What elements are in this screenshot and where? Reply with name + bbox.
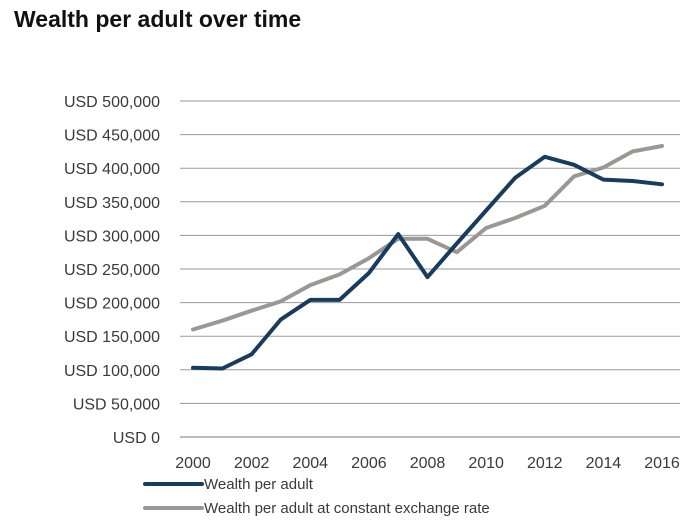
y-tick-label: USD 500,000: [64, 94, 160, 111]
series-line: [191, 154, 664, 371]
series-lines: [191, 144, 664, 371]
series-line: [191, 144, 664, 332]
x-axis-tick-labels: 2000 2002 2004 2006 2008 2010 2012 2014 2016: [175, 455, 680, 472]
y-tick-label: USD 50,000: [73, 396, 160, 413]
legend: Wealth per adult Wealth per adult at cons…: [143, 476, 490, 517]
x-tick-label: 2012: [527, 455, 563, 472]
y-tick-label: USD 300,000: [64, 228, 160, 245]
x-tick-label: 2014: [586, 455, 622, 472]
y-tick-label: USD 400,000: [64, 161, 160, 178]
legend-label: Wealth per adult at constant exchange ra…: [204, 500, 490, 517]
x-tick-label: 2016: [644, 455, 680, 472]
chart-title: Wealth per adult over time: [14, 6, 302, 32]
grid-lines: [180, 100, 680, 438]
x-tick-label: 2004: [292, 455, 328, 472]
x-tick-label: 2008: [410, 455, 446, 472]
y-axis-tick-labels: USD 0 USD 50,000 USD 100,000 USD 150,000 USD…: [64, 94, 160, 447]
y-tick-label: USD 0: [113, 430, 160, 447]
y-tick-label: USD 200,000: [64, 296, 160, 313]
y-tick-label: USD 100,000: [64, 363, 160, 380]
x-tick-label: 2000: [175, 455, 211, 472]
x-tick-label: 2006: [351, 455, 387, 472]
y-tick-label: USD 450,000: [64, 128, 160, 145]
x-tick-label: 2002: [234, 455, 270, 472]
y-tick-label: USD 350,000: [64, 195, 160, 212]
y-tick-label: USD 250,000: [64, 262, 160, 279]
x-tick-label: 2010: [468, 455, 504, 472]
y-tick-label: USD 150,000: [64, 329, 160, 346]
legend-label: Wealth per adult: [204, 476, 314, 493]
